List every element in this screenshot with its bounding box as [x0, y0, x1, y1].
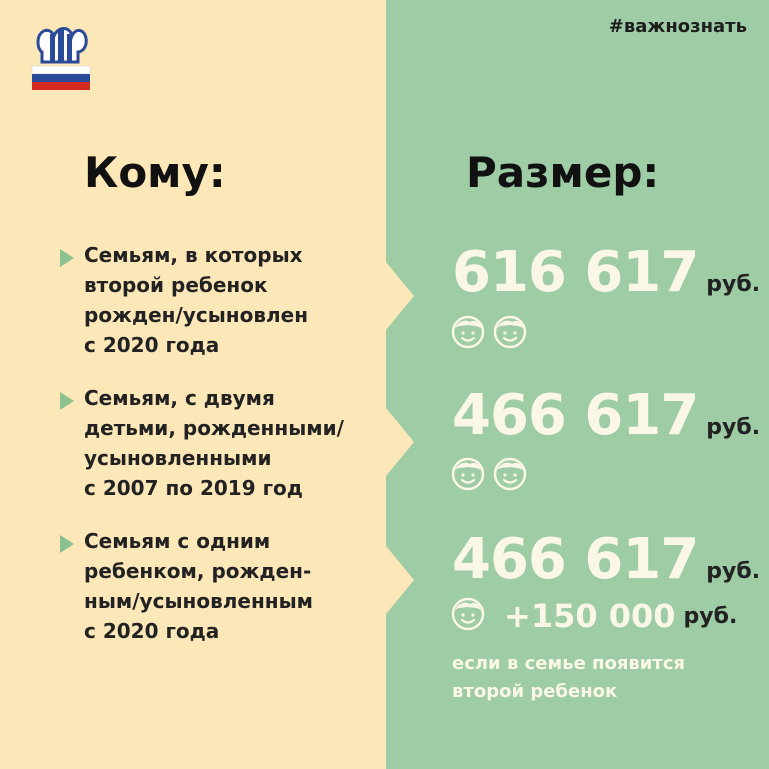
bonus-amount: +150 000 — [504, 597, 676, 635]
amount-value: 616 617 — [452, 240, 699, 305]
currency-label: руб. — [706, 272, 761, 297]
child-face-icon — [450, 314, 486, 354]
bullet-triangle-icon — [60, 392, 74, 410]
recipient-item-3: Семьям с одним ребенком, рожден- ным/усы… — [60, 526, 313, 646]
amount-value: 466 617 — [452, 383, 699, 448]
recipient-line: с 2007 по 2019 год — [84, 476, 303, 500]
recipient-item-1: Семьям, в которых второй ребенок рожден/… — [60, 240, 308, 360]
child-face-icon — [492, 314, 528, 354]
recipient-line: ребенком, рожден- — [84, 559, 312, 583]
bonus-currency: руб. — [683, 603, 738, 629]
recipient-line: Семьям, с двумя — [84, 386, 275, 410]
amounts-panel — [386, 0, 769, 769]
recipient-line: Семьям, в которых — [84, 243, 303, 267]
amount-row-3: 466 617 руб. — [452, 527, 760, 592]
child-face-icon — [450, 456, 486, 496]
child-face-icon — [492, 456, 528, 496]
recipient-line: детьми, рожденными/ — [84, 416, 344, 440]
row-3-pointer — [386, 546, 414, 614]
recipient-line: с 2020 года — [84, 333, 220, 357]
recipient-line: усыновленными — [84, 446, 272, 470]
recipient-line: Семьям с одним — [84, 529, 271, 553]
recipient-line: ным/усыновленным — [84, 589, 314, 613]
who-heading: Кому: — [84, 148, 226, 197]
note-line: если в семье появится — [452, 653, 686, 674]
child-face-icon — [450, 596, 486, 636]
amount-heading: Размер: — [466, 148, 660, 197]
bullet-triangle-icon — [60, 249, 74, 267]
bonus-row: +150 000 руб. — [450, 596, 737, 636]
amount-row-2: 466 617 руб. — [452, 383, 760, 448]
bullet-triangle-icon — [60, 535, 74, 553]
children-icons-1 — [450, 314, 534, 354]
recipient-line: с 2020 года — [84, 619, 220, 643]
row-1-pointer — [386, 262, 414, 330]
pfr-logo — [31, 27, 91, 90]
hashtag-label: #важнознать — [608, 16, 747, 37]
row-2-pointer — [386, 408, 414, 476]
amount-value: 466 617 — [452, 527, 699, 592]
recipient-text-2: Семьям, с двумя детьми, рожденными/ усын… — [84, 383, 344, 503]
recipient-text-1: Семьям, в которых второй ребенок рожден/… — [84, 240, 308, 360]
children-icons-2 — [450, 456, 534, 496]
children-icons-3 — [450, 597, 492, 631]
recipient-line: рожден/усыновлен — [84, 303, 309, 327]
recipient-line: второй ребенок — [84, 273, 268, 297]
bonus-note: если в семье появится второй ребенок — [452, 650, 685, 706]
currency-label: руб. — [706, 415, 761, 440]
recipient-text-3: Семьям с одним ребенком, рожден- ным/усы… — [84, 526, 313, 646]
note-line: второй ребенок — [452, 681, 618, 702]
currency-label: руб. — [706, 559, 761, 584]
amount-row-1: 616 617 руб. — [452, 240, 760, 305]
recipient-item-2: Семьям, с двумя детьми, рожденными/ усын… — [60, 383, 344, 503]
recipients-panel — [0, 0, 386, 769]
